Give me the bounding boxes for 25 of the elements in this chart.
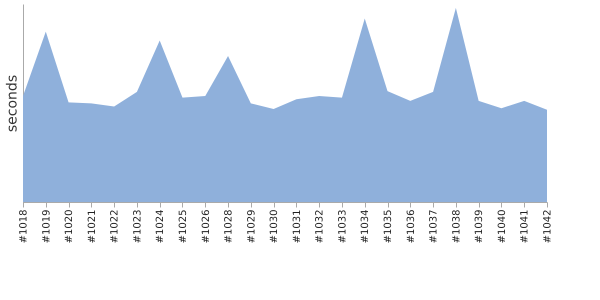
x-tick-label: #1018: [18, 210, 30, 244]
x-tick-label: #1028: [224, 210, 235, 244]
x-tick-label: #1023: [132, 210, 144, 244]
x-tick-label: #1030: [269, 210, 280, 244]
y-axis-title: seconds: [4, 74, 20, 132]
x-tick-label: #1022: [110, 210, 121, 244]
x-tick-label: #1040: [496, 210, 508, 244]
x-tick-label: #1019: [41, 210, 52, 244]
x-tick-label: #1026: [200, 210, 212, 244]
x-tick-label: #1020: [64, 210, 76, 244]
x-tick-label: #1036: [406, 210, 417, 244]
x-tick-label: #1021: [86, 210, 98, 244]
x-tick-label: #1024: [155, 210, 166, 244]
x-tick-label: #1037: [428, 210, 440, 244]
x-tick-label: #1035: [383, 210, 394, 244]
x-tick-label: #1029: [246, 210, 258, 244]
x-tick-label: #1031: [292, 210, 303, 244]
x-tick-label: #1034: [360, 210, 372, 244]
x-tick-label: #1032: [314, 210, 326, 244]
x-tick-label: #1033: [337, 210, 348, 244]
x-tick-label: #1039: [474, 210, 486, 244]
x-tick-label: #1042: [542, 210, 554, 244]
x-tick-label: #1038: [451, 210, 462, 244]
x-tick-label: #1025: [178, 210, 189, 244]
x-tick-label: #1041: [520, 210, 531, 244]
